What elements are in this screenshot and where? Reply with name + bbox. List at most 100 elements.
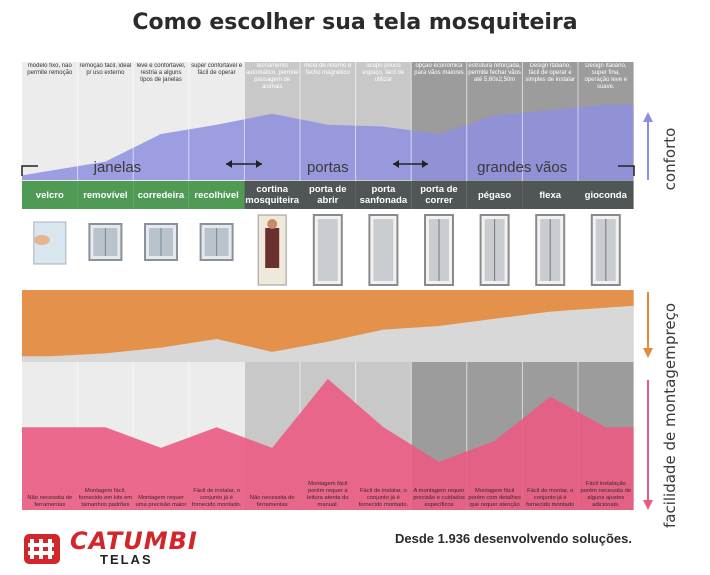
description-6: mola de retorno e fecho magnético [304,63,352,76]
description-3: leve e confortável, restria a alguns tip… [136,63,186,83]
product-name-box: pégaso [477,189,512,201]
description-box: opção econômica para vãos maiores [414,63,464,76]
product-gioconda: gioconda [584,189,627,201]
product-recolhivel: recolhível [194,189,239,201]
description-8: opção econômica para vãos maiores [414,63,464,76]
description-box: mola de retorno e fecho magnético [304,63,352,76]
description-box: modelo fixo, não permite remoção [27,63,73,76]
product-porta-de-correr: porta de correr [420,184,458,206]
product-bar-bg [522,181,578,209]
product-bar-bg [411,181,467,209]
hand-shape [33,235,50,245]
product-bar-bg [77,181,134,209]
product-image-porta-de-abrir [312,214,343,286]
logo-name: CATUMBI [70,527,198,555]
description-10: Design Italiano, fácil de operar e simpl… [525,63,576,83]
group-label-grandes-vaos: grandes vãos [477,159,567,176]
product-image-porta-de-correr [424,214,454,286]
page-title: Como escolher sua tela mosquiteira [132,10,578,35]
group-label-portas: portas [307,159,349,176]
install-note-box: Montagem fácil porém requer a leitura at… [307,481,349,508]
install-note-2: Montagem fácil, fornecido em kits em tam… [78,488,133,508]
column-bg-top [22,62,78,182]
description-1: modelo fixo, não permite remoção [27,63,73,76]
door-mesh [373,219,394,281]
range-arrow-portas-vaos-tail [393,160,399,168]
install-note-box: Fácil de instalar, o conjunto já é forne… [358,488,409,508]
description-box: leve e confortável, restria a alguns tip… [136,63,186,83]
product-bar-bg [300,181,356,209]
product-image-cortina-mosquiteira [257,214,287,286]
install-note-3: Montagem requer uma precisão maior [135,495,187,508]
range-end-marker [618,165,635,176]
description-7: ocupo pouco espaço, fácil de utilizar [362,63,405,83]
install-note-10: Fácil de montar, o conjunto já é forneci… [526,488,575,508]
product-image-gioconda [590,214,621,286]
product-removivel: removível [83,189,128,201]
install-note-box: Fácil de montar, o conjunto já é forneci… [526,488,575,508]
range-arrow-janelas-portas-tail [226,160,232,168]
install-note-box: Montagem requer uma precisão maior [135,495,187,508]
install-note-1: Não necessita de ferramentas [27,495,73,508]
product-name-box: velcro [36,190,64,201]
series-area-facilidade [22,378,634,510]
product-name-box: corredeira [137,189,185,201]
product-bar-bg [466,181,523,209]
description-4: super confortável e fácil de operar [191,63,243,76]
conforto-arrow-head [643,112,653,122]
series-area-conforto [22,104,634,180]
description-box: fechamento automático, permite passagem … [246,63,299,90]
install-note-5: Não necessita de ferramentas [249,495,295,508]
series-area-preco [22,290,634,357]
product-image-velcro [33,221,67,265]
product-porta-sanfonada: porta sanfonada [359,184,408,206]
install-note-box: Montagem fácil, fornecido em kits em tam… [78,488,133,508]
product-name-box: flexa [539,189,562,201]
group-label-janelas: janelas [93,159,142,176]
description-box: estrutura reforçada, permite fechar vãos… [468,63,521,83]
side-label-conforto: conforto [661,127,679,191]
product-cortina-mosquiteira: cortina mosquiteira [245,184,300,206]
install-note-9: Montagem fácil porém com detalhes que re… [468,488,521,508]
catumbi-logo: CATUMBI TELAS [22,527,197,570]
range-arrow-portas-vaos-head [422,160,428,168]
product-flexa: flexa [539,189,562,201]
product-bar-bg [578,181,634,209]
product-pegaso: pégaso [477,189,512,201]
product-bar-bg [355,181,412,209]
product-name-box: porta de abrir [309,184,346,206]
product-name-box: porta sanfonada [359,184,408,206]
product-corredeira: corredeira [137,189,185,201]
product-bar-bg [188,181,245,209]
product-image-porta-sanfonada [368,214,399,286]
description-box: remoção fácil, ideal p/ uso externo [79,63,132,76]
install-note-6: Montagem fácil porém requer a leitura at… [307,481,349,508]
install-note-box: A montagem requer precisão e cuidados es… [413,488,465,508]
install-note-11: Fácil instalação porém necessita de algu… [580,481,632,508]
description-2: remoção fácil, ideal p/ uso externo [79,63,132,76]
product-name-box: recolhível [194,189,239,201]
install-note-box: Não necessita de ferramentas [249,495,295,508]
product-name-box: porta de correr [420,184,458,206]
install-note-7: Fácil de instalar, o conjunto já é forne… [358,488,409,508]
install-note-box: Fácil instalação porém necessita de algu… [580,481,632,508]
description-11: Design Italiano, super fina, operação le… [584,63,628,90]
logo-sub: TELAS [100,552,153,567]
product-name-box: removível [83,189,128,201]
product-image-corredeira [144,223,178,261]
person-shape [265,228,280,268]
install-note-box: Montagem fácil porém com detalhes que re… [468,488,521,508]
side-label-facilidade: facilidade de montagem [661,345,679,528]
product-image-flexa [535,214,566,286]
product-image-pegaso [479,214,510,286]
product-bar-bg [133,181,189,209]
description-box: Design Italiano, fácil de operar e simpl… [525,63,576,83]
preco-arrow-head [643,348,653,358]
product-bar-bg [244,181,300,209]
install-note-8: A montagem requer precisão e cuidados es… [413,488,465,508]
description-box: Design Italiano, super fina, operação le… [584,63,628,90]
product-name-box: gioconda [584,189,627,201]
facilidade-arrow-head [643,500,653,510]
person-head [267,219,278,229]
